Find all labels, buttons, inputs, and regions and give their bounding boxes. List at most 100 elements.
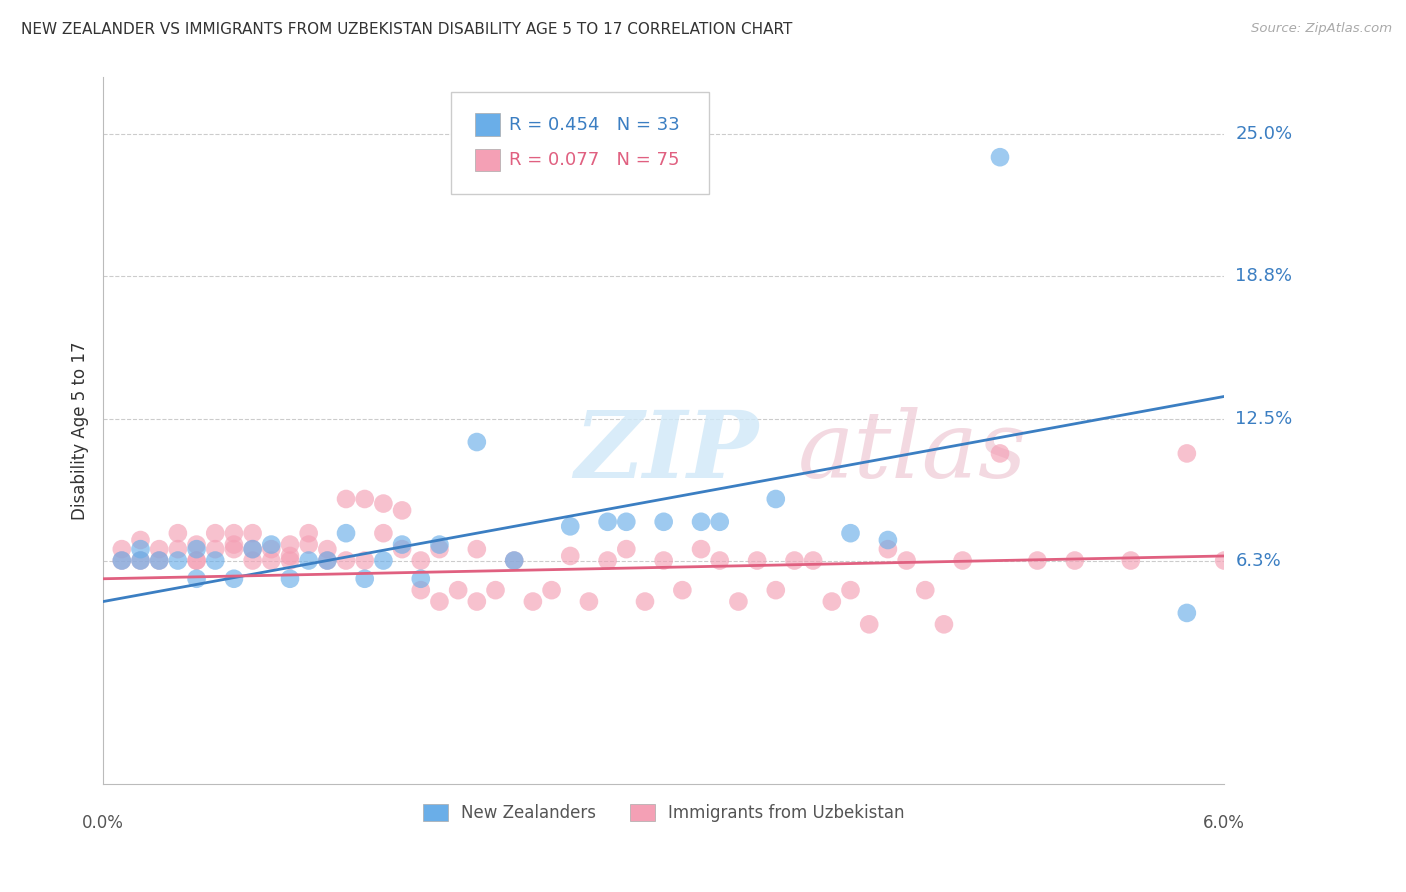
Point: [222, 542, 245, 557]
Point: [801, 553, 824, 567]
Point: [353, 491, 375, 506]
Point: [186, 542, 208, 557]
Point: [278, 538, 301, 552]
Point: [484, 583, 506, 598]
Point: [578, 594, 600, 608]
Point: [596, 553, 619, 567]
Point: [765, 583, 787, 598]
Point: [242, 526, 264, 541]
FancyBboxPatch shape: [475, 113, 501, 136]
Point: [690, 542, 713, 557]
Point: [278, 553, 301, 567]
Point: [335, 491, 357, 506]
Point: [148, 553, 170, 567]
Point: [373, 497, 395, 511]
Point: [1175, 606, 1198, 620]
Point: [111, 553, 134, 567]
Point: [988, 150, 1011, 164]
Point: [186, 553, 208, 567]
Text: 12.5%: 12.5%: [1236, 410, 1292, 428]
Point: [634, 594, 657, 608]
Point: [148, 542, 170, 557]
Point: [671, 583, 693, 598]
Point: [373, 553, 395, 567]
Point: [278, 572, 301, 586]
Point: [391, 503, 413, 517]
Point: [952, 553, 974, 567]
Point: [129, 542, 152, 557]
Point: [914, 583, 936, 598]
Point: [560, 519, 582, 533]
Point: [298, 538, 321, 552]
Point: [298, 553, 321, 567]
Point: [690, 515, 713, 529]
Point: [260, 542, 283, 557]
Point: [540, 583, 562, 598]
Point: [709, 553, 731, 567]
Point: [186, 553, 208, 567]
Point: [839, 583, 862, 598]
Point: [932, 617, 955, 632]
Point: [167, 526, 190, 541]
Point: [204, 553, 226, 567]
Point: [391, 538, 413, 552]
Point: [391, 542, 413, 557]
FancyBboxPatch shape: [451, 92, 709, 194]
Point: [745, 553, 768, 567]
Point: [167, 553, 190, 567]
Text: ZIP: ZIP: [574, 407, 758, 497]
Point: [727, 594, 749, 608]
Y-axis label: Disability Age 5 to 17: Disability Age 5 to 17: [72, 342, 89, 520]
Point: [877, 542, 900, 557]
Point: [409, 553, 432, 567]
Point: [129, 553, 152, 567]
Text: NEW ZEALANDER VS IMMIGRANTS FROM UZBEKISTAN DISABILITY AGE 5 TO 17 CORRELATION C: NEW ZEALANDER VS IMMIGRANTS FROM UZBEKIS…: [21, 22, 793, 37]
Point: [709, 515, 731, 529]
Point: [129, 553, 152, 567]
Point: [503, 553, 526, 567]
Point: [783, 553, 806, 567]
Point: [1213, 553, 1236, 567]
Point: [1119, 553, 1142, 567]
Point: [298, 526, 321, 541]
Point: [353, 553, 375, 567]
Point: [821, 594, 844, 608]
Point: [148, 553, 170, 567]
Point: [614, 542, 637, 557]
Point: [465, 594, 488, 608]
Point: [242, 553, 264, 567]
Point: [1063, 553, 1085, 567]
Point: [429, 594, 451, 608]
Text: R = 0.454   N = 33: R = 0.454 N = 33: [509, 116, 679, 134]
Point: [111, 542, 134, 557]
Point: [1026, 553, 1049, 567]
Point: [614, 515, 637, 529]
Point: [111, 553, 134, 567]
Point: [503, 553, 526, 567]
Point: [429, 542, 451, 557]
Point: [335, 553, 357, 567]
Point: [222, 538, 245, 552]
Point: [242, 542, 264, 557]
Text: R = 0.077   N = 75: R = 0.077 N = 75: [509, 151, 679, 169]
Point: [204, 542, 226, 557]
Point: [260, 553, 283, 567]
Point: [335, 526, 357, 541]
Point: [596, 515, 619, 529]
Point: [242, 542, 264, 557]
Legend: New Zealanders, Immigrants from Uzbekistan: New Zealanders, Immigrants from Uzbekist…: [416, 797, 911, 829]
Point: [988, 446, 1011, 460]
Point: [186, 538, 208, 552]
Point: [222, 526, 245, 541]
FancyBboxPatch shape: [475, 149, 501, 171]
Point: [186, 572, 208, 586]
Point: [652, 553, 675, 567]
Point: [129, 533, 152, 547]
Point: [839, 526, 862, 541]
Point: [260, 538, 283, 552]
Point: [409, 583, 432, 598]
Point: [765, 491, 787, 506]
Text: 25.0%: 25.0%: [1236, 126, 1292, 144]
Point: [316, 553, 339, 567]
Point: [858, 617, 880, 632]
